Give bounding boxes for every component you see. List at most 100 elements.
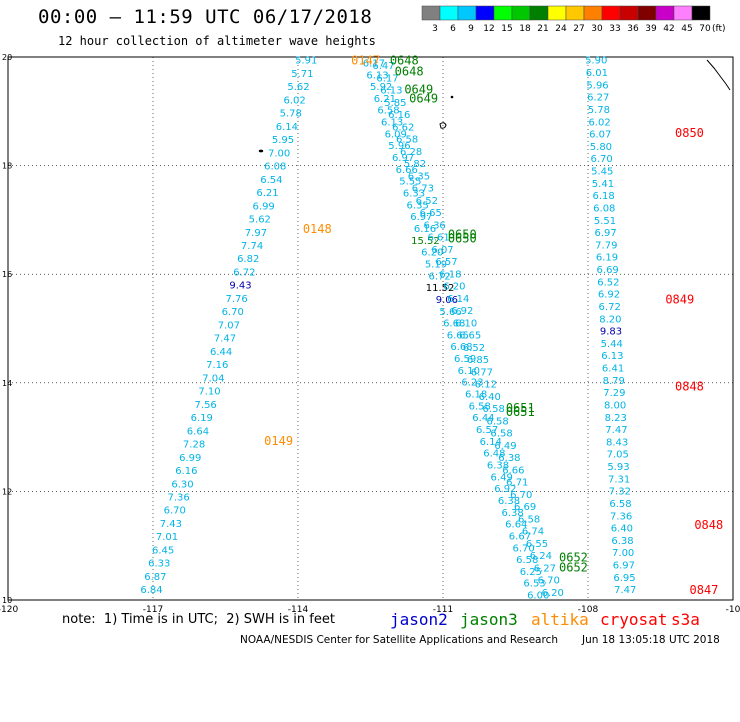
swh-value: 6.07 [431,245,453,256]
swh-value: 6.92 [494,484,516,495]
swh-value: 7.31 [608,474,630,485]
time-label-jason3: 0649 [409,92,438,106]
swh-value: 5.80 [590,142,612,153]
swh-value: 6.58 [516,555,538,566]
swh-value: 5.96 [388,141,410,152]
swh-value: 5.41 [592,179,614,190]
time-label-jason3: 0651 [506,401,535,415]
swh-value: 7.16 [206,360,228,371]
swh-value: 6.65 [459,331,481,342]
lon-tick-label: -120 [0,605,18,615]
swh-value: 6.33 [403,189,425,200]
swh-value: 6.20 [421,248,443,259]
map-subtitle: 12 hour collection of altimeter wave hei… [58,34,376,48]
colorbar-label: 18 [519,24,531,34]
swh-value: 6.17 [363,58,385,69]
swh-value: 6.69 [597,265,619,276]
swh-value: 5.62 [287,82,309,93]
swh-value: 7.76 [225,294,247,305]
lat-tick-label: 20 [2,53,12,62]
map-title: 00:00 – 11:59 UTC 06/17/2018 [38,6,373,28]
swh-value: 6.40 [611,524,633,535]
swh-value: 6.54 [260,175,282,186]
lat-tick-label: 10 [2,596,12,605]
time-label-cryosat: 0847 [690,583,719,597]
time-label-jason3: 0648 [395,65,424,79]
time-label-jason3: 0652 [559,560,588,574]
swh-value: 6.52 [416,196,438,207]
swh-value: 5.92 [370,82,392,93]
swh-value: 6.27 [534,563,556,574]
swh-value: 6.99 [179,453,201,464]
swh-value: 5.91 [295,56,317,67]
colorbar-label: 21 [537,24,548,34]
swh-value: 6.68 [443,319,465,330]
swh-value: 6.30 [171,479,193,490]
swh-value: 6.74 [522,527,544,538]
swh-value: 6.58 [490,429,512,440]
time-label-altika: 0149 [264,434,293,448]
swh-value: 6.73 [412,184,434,195]
swh-value: 7.47 [214,334,236,345]
swh-value: 5.96 [586,80,608,91]
swh-value: 6.09 [385,129,407,140]
swh-value: 6.02 [588,117,610,128]
legend-jason3: jason3 [460,610,518,629]
swh-value: 7.05 [607,450,629,461]
swh-value: 6.20 [443,282,465,293]
swh-value: 6.77 [471,367,493,378]
swh-value: 6.07 [589,130,611,141]
swh-value: 5.44 [601,339,623,350]
swh-value: 6.66 [502,465,524,476]
swh-value: 6.35 [407,200,429,211]
legend-jason2: jason2 [390,610,448,629]
swh-value: 6.47 [372,61,394,72]
lat-tick-label: 18 [2,162,12,171]
lon-tick-label: -111 [433,605,453,615]
time-label-cryosat: 0848 [675,380,704,394]
time-label-cryosat: 0849 [665,293,694,307]
swh-value: 7.32 [609,487,631,498]
swh-value: 6.24 [530,551,552,562]
legend: note: 1) Time is in UTC; 2) SWH is in fe… [62,610,740,632]
swh-value: 6.18 [439,269,461,280]
swh-value: 6.53 [523,579,545,590]
swh-value: 6.12 [475,380,497,391]
swh-value: 7.04 [202,373,224,384]
lon-tick-label: -114 [288,605,309,615]
swh-value: 11.52 [426,283,455,294]
swh-value: 5.55 [399,177,421,188]
swh-value: 6.27 [587,93,609,104]
swh-value: 6.13 [380,86,402,97]
swh-value: 6.08 [264,162,286,173]
swh-value: 7.07 [218,320,240,331]
swh-value: 6.58 [486,416,508,427]
map-frame [7,56,734,601]
swh-value: 6.58 [396,135,418,146]
swh-value: 7.56 [195,400,217,411]
time-label-jason3: 0650 [448,227,477,241]
swh-value: 6.69 [514,502,536,513]
swh-value: 6.18 [592,191,614,202]
swh-value: 6.28 [400,147,422,158]
time-label-cryosat: 0848 [694,518,723,532]
swh-value: 7.01 [156,532,178,543]
swh-value: 6.67 [509,531,531,542]
swh-value: 6.70 [590,154,612,165]
swh-value: 6.44 [472,413,494,424]
time-label-jason3: 0650 [448,231,477,245]
swh-value: 6.38 [498,453,520,464]
swh-value: 7.28 [183,440,205,451]
swh-value: 6.97 [595,228,617,239]
swh-value: 6.10 [455,318,477,329]
swh-value: 6.58 [469,401,491,412]
swh-value: 6.70 [512,543,534,554]
swh-value: 6.92 [598,290,620,301]
swh-value: 6.14 [480,437,502,448]
swh-value: 5.78 [280,109,302,120]
legend-cryosat: cryosat [600,610,668,629]
time-label-jason3: 0649 [404,82,433,96]
swh-value: 9.43 [229,281,251,292]
lon-tick-label: -10 [726,605,740,615]
swh-value: 7.47 [605,425,627,436]
